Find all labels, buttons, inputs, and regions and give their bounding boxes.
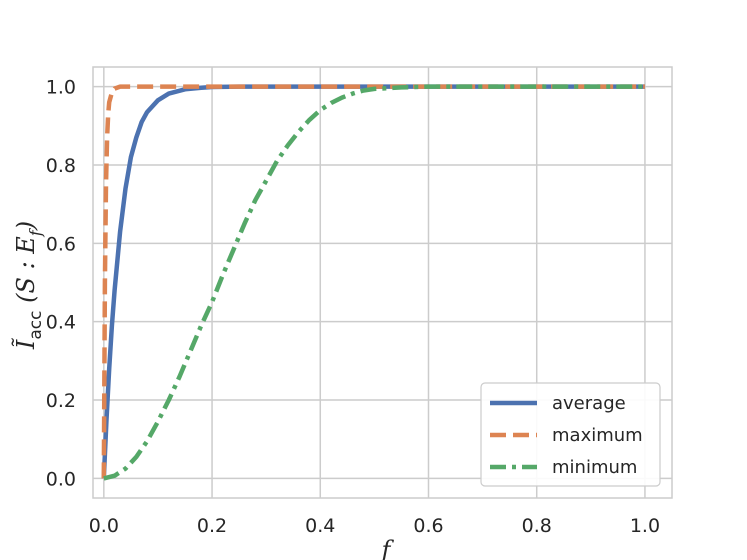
series-line-maximum — [101, 84, 645, 479]
series-line-average — [101, 84, 645, 479]
y-axis: 0.0 0.2 0.4 0.6 0.8 1.0 — [46, 77, 76, 491]
legend-label-maximum: maximum — [552, 425, 643, 446]
y-axis-label-main: Ĩ — [11, 337, 40, 350]
legend-box — [480, 382, 661, 487]
y-axis-label-paren-close: ) — [12, 221, 40, 231]
y-axis-label: Ĩacc (S : Ef) — [11, 221, 46, 350]
y-tick-label: 0.8 — [46, 155, 76, 177]
y-axis-label-paren-open: (S : E — [12, 236, 40, 311]
plot-frame — [92, 66, 673, 499]
y-tick-label: 0.0 — [46, 468, 76, 490]
legend: average maximum minimum — [480, 382, 661, 487]
x-axis-label: f — [380, 536, 395, 560]
series — [101, 84, 645, 481]
legend-label-average: average — [552, 393, 626, 414]
legend-items: average maximum minimum — [490, 393, 643, 478]
legend-label-minimum: minimum — [552, 457, 637, 478]
y-axis-label-sub2: f — [26, 227, 45, 237]
x-tick-label: 0.4 — [305, 515, 335, 537]
grid — [93, 67, 672, 498]
plot-area: 0.0 0.2 0.4 0.6 0.8 1.0 0.0 0.2 0.4 0.6 0.8 1.0 — [46, 66, 673, 537]
y-tick-label: 0.2 — [46, 390, 76, 412]
x-axis: 0.0 0.2 0.4 0.6 0.8 1.0 — [89, 515, 660, 537]
y-tick-label: 0.6 — [46, 233, 76, 255]
series-line-minimum — [103, 84, 645, 481]
x-tick-label: 0.8 — [522, 515, 552, 537]
y-tick-label: 0.4 — [46, 312, 76, 334]
y-axis-label-sub1: acc — [26, 310, 46, 339]
x-tick-label: 1.0 — [630, 515, 660, 537]
x-tick-label: 0.2 — [197, 515, 227, 537]
x-tick-label: 0.0 — [89, 515, 119, 537]
y-tick-label: 1.0 — [46, 77, 76, 99]
x-tick-label: 0.6 — [413, 515, 443, 537]
